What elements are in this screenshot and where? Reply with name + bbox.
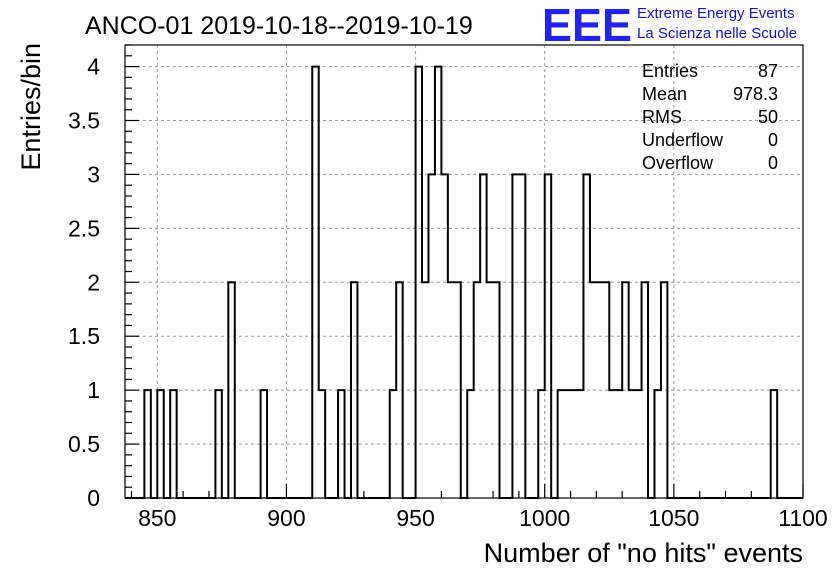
stats-underflow-value: 0 [768, 130, 778, 150]
stats-rms-value: 50 [758, 107, 778, 127]
stats-entries-value: 87 [758, 61, 778, 81]
y-tick-label: 0.5 [68, 431, 100, 457]
x-tick-label: 900 [267, 505, 305, 531]
stats-underflow-label: Underflow [642, 130, 724, 150]
stats-rms-label: RMS [642, 107, 682, 127]
x-tick-label: 1100 [778, 505, 827, 531]
eee-logo: EEE Extreme Energy Events La Scienza nel… [542, 0, 797, 51]
y-tick-label: 2 [87, 269, 100, 295]
y-tick-label: 1.5 [68, 323, 100, 349]
chart-title: ANCO-01 2019-10-18--2019-10-19 [85, 12, 473, 40]
x-tick-label: 1000 [519, 505, 570, 531]
eee-logo-line1: Extreme Energy Events [637, 5, 795, 22]
x-tick-label: 950 [396, 505, 434, 531]
y-tick-labels: 0 0.5 1 1.5 2 2.5 3 3.5 4 [68, 54, 100, 511]
stats-mean-value: 978.3 [733, 84, 778, 104]
stats-mean-label: Mean [642, 84, 687, 104]
y-tick-label: 2.5 [68, 215, 100, 241]
axis-ticks [125, 44, 804, 499]
y-tick-label: 1 [87, 377, 100, 403]
grid-lines [125, 45, 803, 498]
x-axis-title: Number of "no hits" events [484, 538, 803, 568]
histogram-line [125, 65, 803, 499]
plot-frame [124, 44, 804, 499]
stats-entries-label: Entries [642, 61, 698, 81]
eee-logo-text: EEE [542, 0, 632, 51]
y-tick-label: 3 [87, 161, 100, 187]
stats-box: Entries 87 Mean 978.3 RMS 50 Underflow 0… [642, 61, 778, 173]
eee-logo-line2: La Scienza nelle Scuole [637, 25, 797, 42]
y-tick-label: 0 [87, 485, 100, 511]
y-tick-label: 4 [87, 54, 100, 80]
x-tick-label: 1050 [648, 505, 699, 531]
x-tick-labels: 850 900 950 1000 1050 1100 [138, 505, 828, 531]
y-tick-label: 3.5 [68, 108, 100, 134]
y-axis-title: Entries/bin [16, 43, 46, 171]
stats-overflow-value: 0 [768, 153, 778, 173]
x-tick-label: 850 [138, 505, 176, 531]
stats-overflow-label: Overflow [642, 153, 714, 173]
